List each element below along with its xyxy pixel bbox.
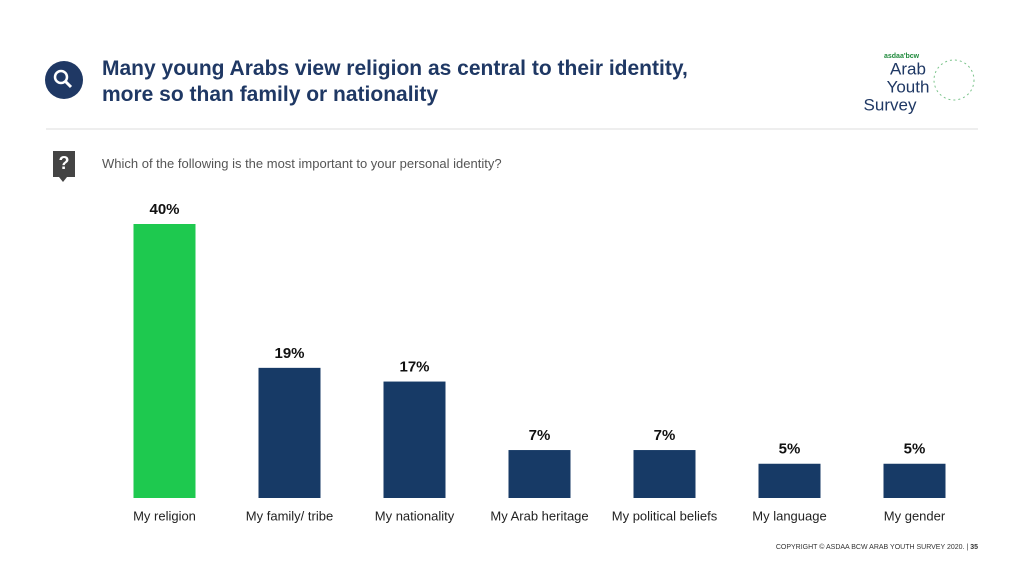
bar — [758, 463, 821, 498]
x-tick-label: My religion — [133, 508, 196, 523]
search-glass — [53, 69, 69, 85]
question: Which of the following is the most impor… — [102, 156, 502, 171]
logo-art — [933, 59, 975, 101]
search-icon — [45, 61, 83, 99]
x-tick-label: My Arab heritage — [490, 508, 588, 523]
footer: COPYRIGHT © ASDAA BCW ARAB YOUTH SURVEY … — [776, 544, 978, 551]
question-mark: ? — [59, 153, 70, 173]
x-tick-label: My gender — [884, 508, 946, 523]
bar — [508, 450, 571, 498]
x-tick-label: My family/ tribe — [246, 508, 333, 523]
title: Many young Arabs view religion as centra… — [102, 57, 688, 106]
x-tick-label: My nationality — [375, 508, 455, 523]
value-label: 7% — [654, 427, 676, 444]
search-handle — [63, 79, 73, 89]
value-label: 19% — [274, 345, 304, 362]
logo-line: Arab — [890, 59, 926, 78]
logo: asdaa'bcw Arab Youth Survey — [864, 53, 975, 114]
value-label: 5% — [779, 441, 801, 458]
bar — [258, 367, 321, 498]
value-label: 40% — [149, 201, 179, 218]
value-label: 5% — [904, 441, 926, 458]
value-label: 7% — [529, 427, 551, 444]
copyright: COPYRIGHT © ASDAA BCW ARAB YOUTH SURVEY … — [775, 544, 969, 551]
bar — [883, 463, 946, 498]
x-tick-label: My political beliefs — [612, 508, 718, 523]
bar — [133, 224, 196, 498]
bar — [633, 450, 696, 498]
question-icon — [53, 151, 75, 182]
logo-line: Survey — [864, 95, 917, 114]
logo-brand: asdaa'bcw — [884, 53, 920, 60]
x-tick-label: My language — [752, 508, 826, 523]
logo-line: Youth — [887, 77, 930, 96]
page-number: 35 — [970, 544, 978, 551]
value-label: 17% — [399, 359, 429, 376]
bar — [383, 381, 446, 498]
